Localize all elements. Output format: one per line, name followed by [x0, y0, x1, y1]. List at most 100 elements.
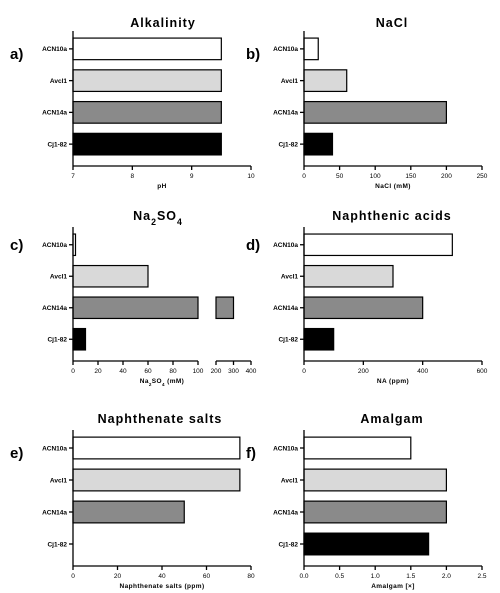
- x-axis-label: NaCl (mM): [375, 183, 411, 190]
- bar-acn14a-part1: [72, 296, 199, 320]
- bar-avcl1: [303, 468, 447, 492]
- bar-acn14a: [303, 500, 447, 524]
- category-label: ACN10a: [42, 242, 67, 249]
- x-tick-label: 0.0: [299, 573, 308, 580]
- x-tick-label: 200: [441, 173, 452, 180]
- category-label: Cj1-82: [278, 541, 298, 548]
- bar-avcl1: [303, 69, 348, 93]
- category-label: Avcl1: [50, 274, 67, 281]
- bar-acn14a: [72, 500, 185, 524]
- x-tick-label: 100: [193, 368, 204, 375]
- x-tick-label: 20: [94, 368, 102, 375]
- bar-cj1-82: [72, 132, 222, 156]
- x-tick-label: 1.5: [406, 573, 415, 580]
- bar-avcl1: [72, 468, 241, 492]
- subscript-text: 2: [149, 382, 152, 387]
- category-label: Cj1-82: [278, 141, 298, 148]
- chart-panel-5: e) Naphthenate salts ACN10a Avcl1 ACN14a Cj1-…: [10, 412, 255, 590]
- category-label: ACN14a: [42, 110, 67, 117]
- x-tick-label: 10: [247, 173, 255, 180]
- bar-acn14a: [303, 100, 447, 124]
- category-label: ACN10a: [273, 242, 298, 249]
- x-axis-label: Na2SO4 (mM): [140, 378, 185, 387]
- x-tick-label: 200: [358, 368, 369, 375]
- bar-cj1-82: [303, 132, 334, 156]
- subscript-text: 2: [151, 217, 157, 227]
- x-tick-label: 2.5: [477, 573, 486, 580]
- panel-letter: c): [10, 237, 23, 254]
- bar-acn14a: [303, 296, 424, 320]
- bar-avcl1: [72, 69, 222, 93]
- x-tick-label: 0: [71, 368, 75, 375]
- category-label: ACN10a: [42, 445, 67, 452]
- x-tick-label: 0: [302, 368, 306, 375]
- category-label: ACN14a: [273, 509, 298, 516]
- x-axis-label: NA (ppm): [377, 378, 409, 385]
- x-axis-label: pH: [157, 183, 166, 190]
- x-axis-label: Amalgam [×]: [371, 583, 415, 590]
- x-tick-label: 9: [190, 173, 194, 180]
- category-label: Cj1-82: [47, 141, 67, 148]
- category-label: Cj1-82: [47, 541, 67, 548]
- bar-acn10a: [303, 436, 412, 460]
- subscript-text: 4: [177, 217, 183, 227]
- category-label: Avcl1: [281, 477, 298, 484]
- category-label: ACN10a: [273, 46, 298, 53]
- bar-cj1-82: [72, 327, 87, 351]
- category-label: Avcl1: [281, 274, 298, 281]
- bar-cj1-82: [303, 532, 430, 556]
- x-tick-label: 0: [302, 173, 306, 180]
- bar-acn10a: [303, 233, 453, 257]
- panel-letter: f): [246, 445, 256, 462]
- x-tick-label: 100: [370, 173, 381, 180]
- x-tick-label: 150: [405, 173, 416, 180]
- x-tick-label: 20: [114, 573, 122, 580]
- panel-letter: b): [246, 46, 260, 63]
- bar-acn14a-part2: [215, 296, 235, 320]
- subscript-text: 4: [162, 382, 165, 387]
- chart-panel-2: b) NaCl ACN10a Avcl1 ACN14a Cj1-82 0 50 100 150 20…: [246, 16, 488, 190]
- x-tick-label: 60: [203, 573, 211, 580]
- bar-acn14a: [72, 100, 222, 124]
- chart-title: Naphthenic acids: [332, 209, 452, 223]
- category-label: Avcl1: [50, 78, 67, 85]
- x-tick-label: 0: [71, 573, 75, 580]
- text-part: SO: [152, 378, 162, 385]
- chart-title: NaCl: [376, 16, 408, 30]
- x-tick-label: 600: [477, 368, 488, 375]
- category-label: ACN10a: [273, 445, 298, 452]
- x-tick-label: 2.0: [442, 573, 451, 580]
- x-tick-label: 8: [131, 173, 135, 180]
- x-axis-label: Naphthenate salts (ppm): [119, 583, 204, 590]
- text-part: (mM): [165, 378, 184, 385]
- text-part: Na: [140, 378, 149, 385]
- x-tick-label: 7: [71, 173, 75, 180]
- x-tick-label: 400: [417, 368, 428, 375]
- x-tick-label: 0.5: [335, 573, 344, 580]
- category-label: ACN14a: [42, 305, 67, 312]
- x-tick-label: 80: [247, 573, 255, 580]
- x-tick-label: 40: [158, 573, 166, 580]
- bar-acn10a: [72, 436, 241, 460]
- text-part: Na: [133, 209, 151, 223]
- chart-title: Naphthenate salts: [98, 412, 223, 426]
- x-tick-label: 400: [246, 368, 257, 375]
- category-label: ACN14a: [273, 110, 298, 117]
- bar-avcl1: [72, 264, 149, 288]
- chart-title: Alkalinity: [130, 16, 196, 30]
- x-tick-label: 60: [144, 368, 152, 375]
- category-label: ACN14a: [42, 509, 67, 516]
- bar-avcl1: [303, 264, 394, 288]
- chart-panel-4: d) Naphthenic acids ACN10a Avcl1 ACN14a Cj1-8…: [246, 209, 488, 385]
- x-tick-label: 300: [228, 368, 239, 375]
- category-label: Cj1-82: [278, 337, 298, 344]
- category-label: Avcl1: [281, 78, 298, 85]
- panel-letter: e): [10, 445, 23, 462]
- text-part: SO: [157, 209, 177, 223]
- x-tick-label: 1.0: [371, 573, 380, 580]
- bar-acn10a: [303, 37, 319, 61]
- panel-letter: d): [246, 237, 260, 254]
- bar-cj1-82: [303, 327, 335, 351]
